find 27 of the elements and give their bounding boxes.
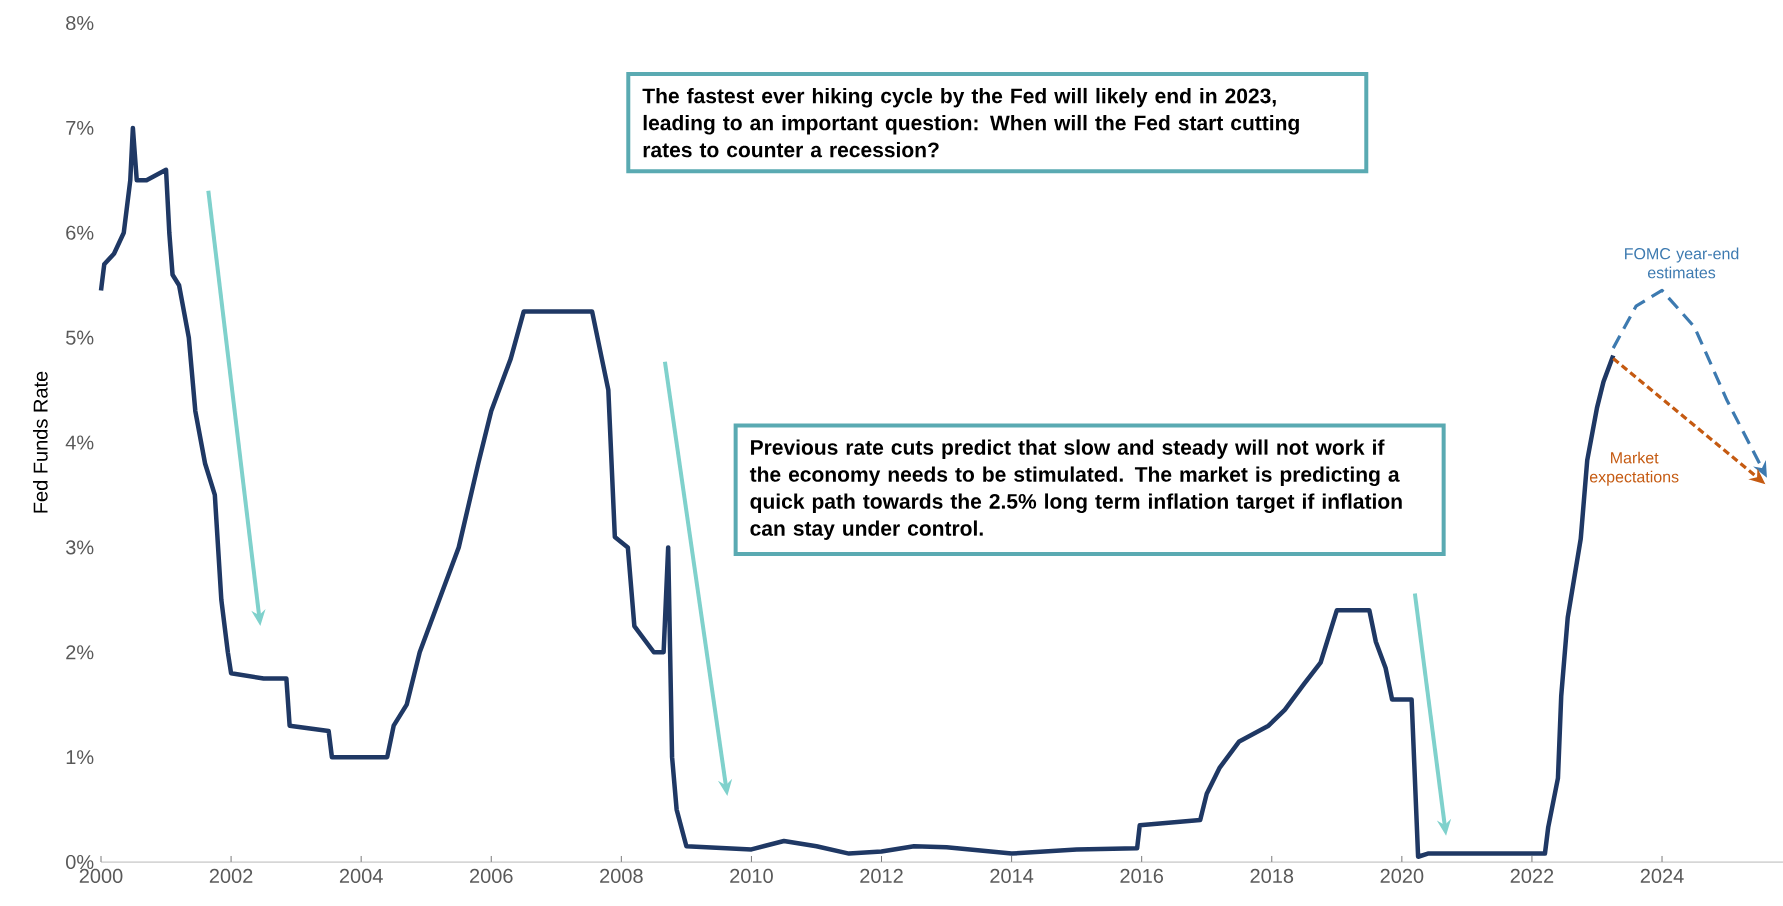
y-axis-title: Fed Funds Rate bbox=[33, 371, 48, 513]
y-tick-label: 6% bbox=[66, 225, 94, 240]
x-tick-label: 2022 bbox=[1510, 868, 1554, 884]
annotation: The fastest ever hiking cycle by the Fed will likely end in 2023, leading to an important question: When will the Fed start cutting rates to counter a recession? bbox=[642, 87, 1299, 158]
series-label: Market expectations bbox=[1589, 451, 1679, 486]
y-tick-label: 7% bbox=[66, 120, 94, 135]
x-tick-label: 2010 bbox=[730, 868, 773, 884]
x-tick-label: 2012 bbox=[860, 868, 903, 884]
x-tick-label: 2016 bbox=[1120, 868, 1164, 884]
y-tick-label: 5% bbox=[66, 330, 94, 345]
x-tick-label: 2008 bbox=[600, 868, 643, 884]
x-tick-label: 2014 bbox=[990, 868, 1034, 884]
y-tick-label: 0% bbox=[66, 854, 94, 870]
x-tick-label: 2006 bbox=[470, 868, 513, 884]
y-tick-label: 8% bbox=[66, 15, 94, 31]
x-tick-label: 2002 bbox=[209, 868, 253, 884]
y-tick-label: 1% bbox=[66, 750, 94, 765]
x-tick-label: 2018 bbox=[1250, 868, 1294, 884]
y-tick-label: 3% bbox=[66, 540, 94, 555]
annotation: Previous rate cuts predict that slow and steady will not work if the economy needs to be stimulated. The market is predicting a quick path towards the 2.5% long term inflation target if inflation can stay under control. bbox=[749, 439, 1402, 540]
x-tick-label: 2004 bbox=[339, 868, 383, 884]
x-tick-label: 2024 bbox=[1640, 868, 1684, 884]
y-tick-label: 4% bbox=[65, 435, 94, 450]
series-label: FOMC year-end estimates bbox=[1625, 247, 1739, 279]
y-tick-label: 2% bbox=[66, 645, 94, 660]
x-tick-label: 2020 bbox=[1380, 868, 1424, 884]
x-tick-label: 2000 bbox=[79, 868, 123, 884]
